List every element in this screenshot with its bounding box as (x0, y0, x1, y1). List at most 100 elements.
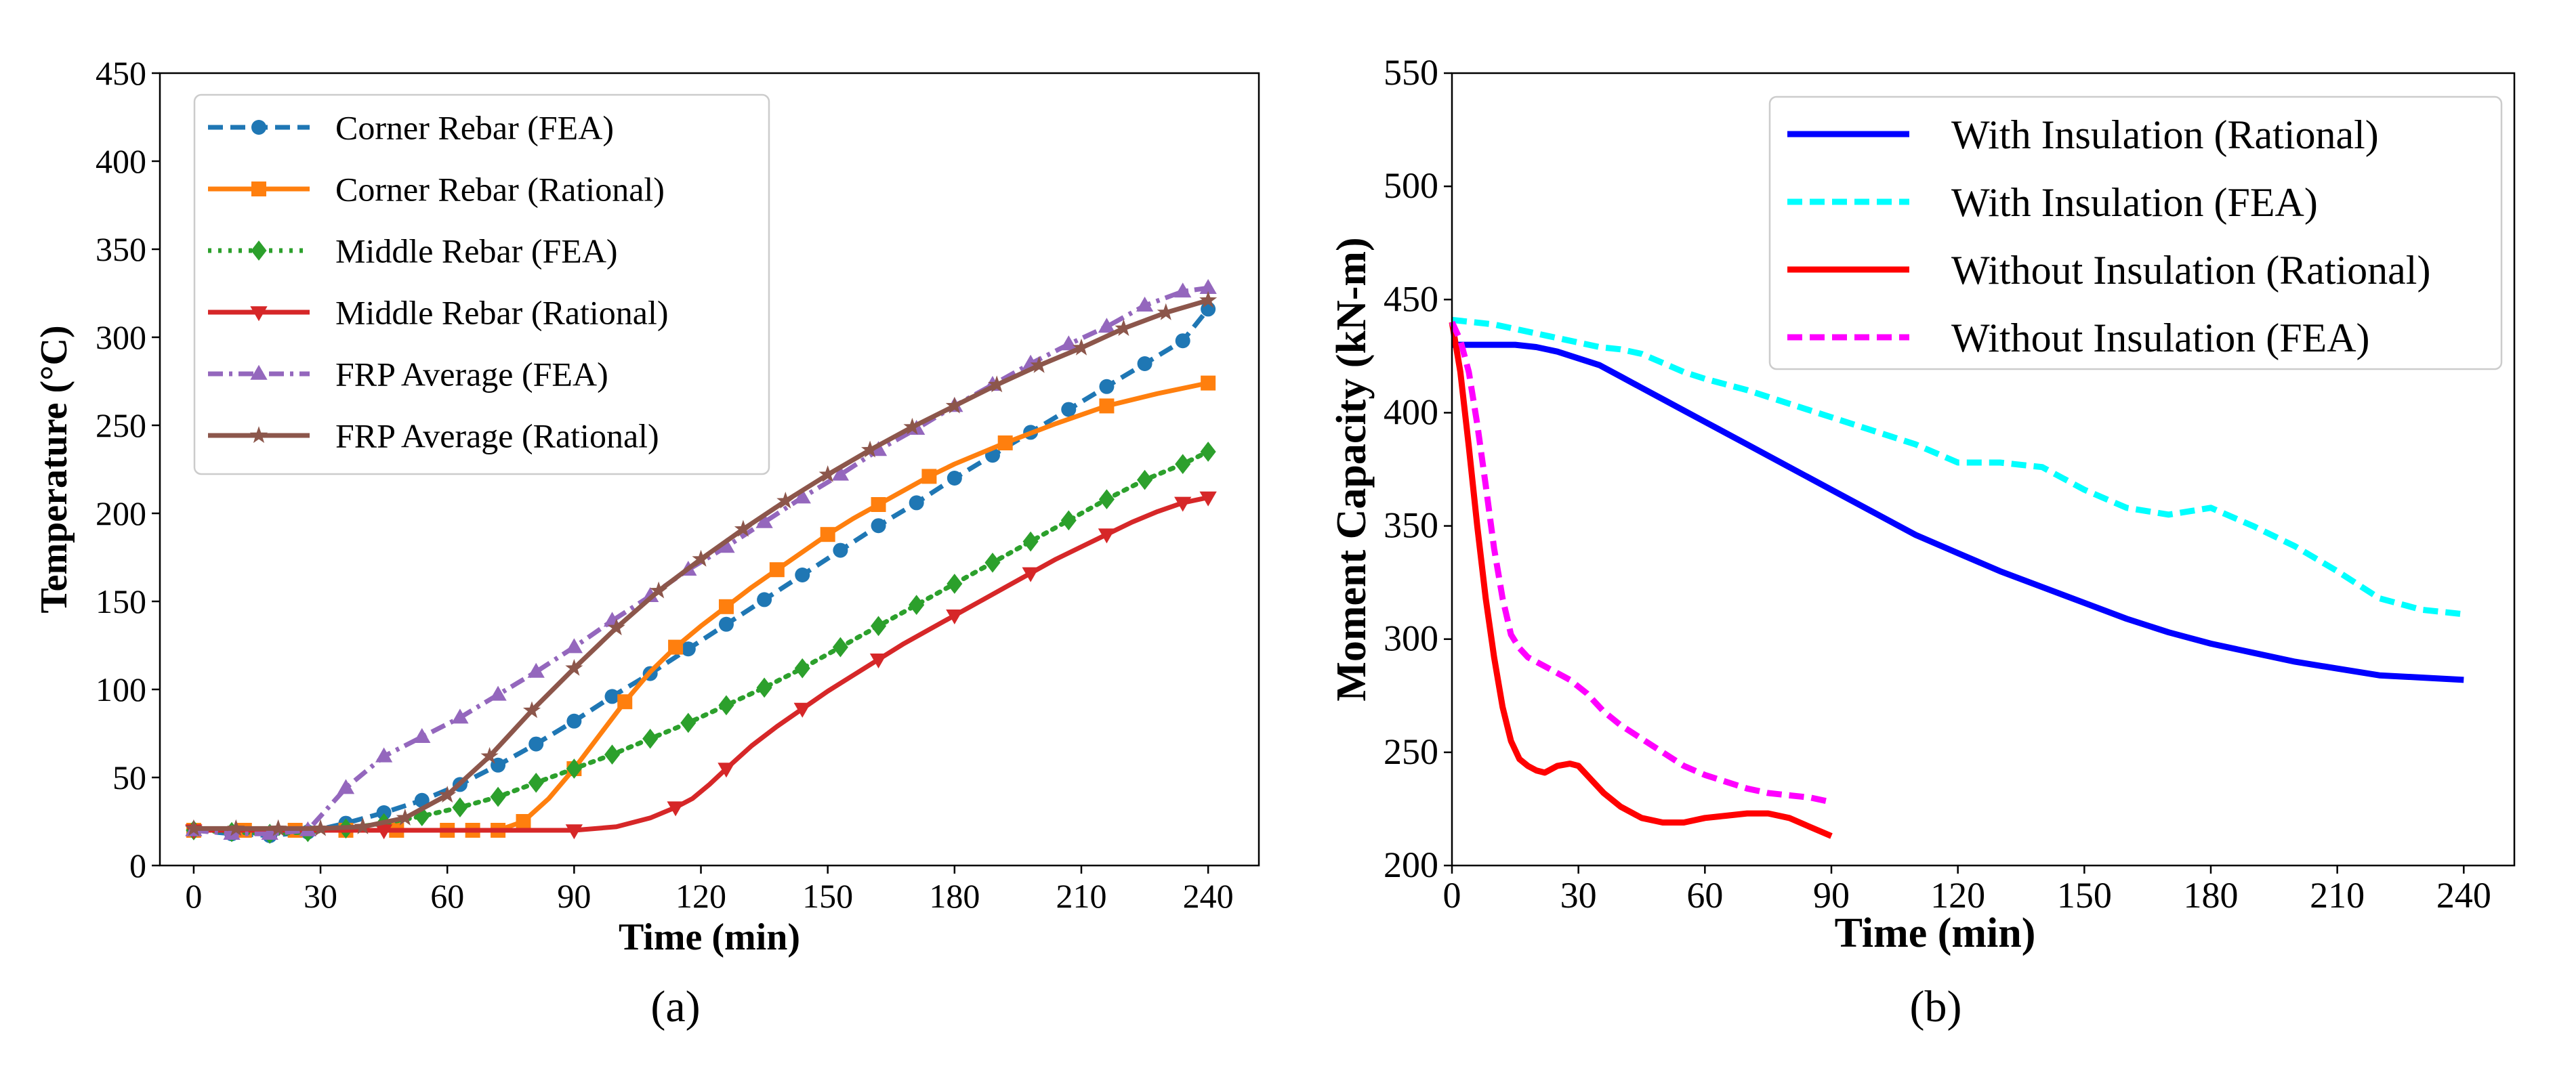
data-point (489, 685, 507, 701)
data-point (269, 819, 287, 836)
data-point (945, 396, 963, 414)
data-point (718, 616, 734, 632)
data-point (680, 712, 697, 733)
data-point (909, 595, 925, 616)
y-tick-label: 300 (96, 318, 146, 356)
data-point (604, 744, 621, 765)
data-point (997, 435, 1013, 450)
data-point (757, 592, 772, 607)
legend-item: With Insulation (Rational) (1787, 112, 2379, 157)
series-line (1451, 316, 2464, 618)
y-tick-label: 450 (1384, 278, 1438, 319)
data-point (1072, 338, 1091, 356)
data-point (1157, 303, 1175, 320)
data-point (776, 492, 795, 509)
moment-capacity-chart: 0 30 60 90 120 150 180 210 240 200 250 300 350 400 45… (1329, 52, 2516, 1031)
legend-label: FRP Average (Rational) (335, 417, 659, 455)
data-point (793, 702, 811, 718)
data-point (988, 375, 1006, 393)
y-tick-label: 550 (1384, 52, 1438, 93)
data-point (227, 819, 245, 836)
y-axis-label-a: Temperature (°C) (33, 325, 75, 613)
data-point (1061, 402, 1077, 417)
x-tick-label: 150 (2057, 875, 2112, 916)
legend-item: Middle Rebar (FEA) (208, 232, 618, 270)
y-tick-label: 300 (1384, 618, 1438, 659)
data-point (566, 759, 582, 779)
series-1 (1452, 341, 2464, 683)
data-point (375, 824, 393, 840)
series-line (193, 285, 1209, 836)
legend-marker (251, 240, 267, 261)
data-point (871, 518, 886, 534)
y-axis-label-b: Moment Capacity (kN-m) (1329, 237, 1375, 701)
data-point (1098, 528, 1116, 544)
data-point (1098, 489, 1115, 510)
data-point (337, 779, 355, 794)
data-point (375, 747, 393, 763)
x-tick-label: 90 (557, 877, 591, 915)
data-point (1115, 319, 1133, 337)
legend-label: With Insulation (FEA) (1951, 180, 2318, 225)
legend-marker (250, 364, 268, 380)
data-point (1137, 469, 1153, 490)
legend-label: Corner Rebar (FEA) (335, 109, 614, 147)
y-tick-label: 250 (1384, 731, 1438, 772)
data-point (184, 819, 203, 836)
x-tick-label: 0 (185, 877, 202, 915)
data-point (831, 465, 850, 481)
data-point (667, 801, 684, 817)
x-tick-label: 0 (1443, 875, 1461, 916)
x-tick-label: 180 (2184, 875, 2239, 916)
panel-label-a: (a) (650, 982, 700, 1031)
data-point (870, 616, 887, 637)
axes-frame-b (1451, 72, 2516, 867)
panel-label-b: (b) (1910, 982, 1962, 1031)
series-6 (184, 291, 1218, 836)
data-point (451, 708, 469, 724)
data-point (566, 713, 582, 729)
x-axis-label-a: Time (min) (619, 916, 800, 958)
x-tick-label: 120 (676, 877, 726, 915)
legend-item: Without Insulation (FEA) (1787, 316, 2370, 360)
data-point (376, 805, 392, 820)
data-point (984, 552, 1001, 573)
data-point (642, 728, 659, 749)
y-tick-label: 250 (96, 406, 146, 444)
data-point (909, 495, 924, 511)
data-point (565, 638, 583, 654)
series-line (1449, 320, 1832, 805)
series-4 (1449, 320, 1832, 805)
data-point (528, 772, 544, 793)
legend-a: Corner Rebar (FEA) Corner Rebar (Rational… (193, 93, 770, 475)
data-point (1174, 496, 1192, 512)
legend-label: With Insulation (Rational) (1951, 112, 2379, 157)
x-tick-label: 240 (2436, 875, 2491, 916)
data-point (617, 694, 633, 710)
y-tick-label: 0 (129, 847, 146, 884)
data-point (1098, 318, 1116, 333)
x-tick-label: 60 (1686, 875, 1723, 916)
x-tick-label: 120 (1930, 875, 1985, 916)
data-point (734, 519, 752, 537)
data-point (354, 817, 372, 834)
y-tick-label: 500 (1384, 165, 1438, 206)
legend-label: Without Insulation (FEA) (1951, 316, 2370, 360)
axes-frame-a (159, 72, 1260, 867)
legend-label: Middle Rebar (FEA) (335, 232, 618, 270)
data-point (947, 471, 962, 486)
series-3 (1449, 321, 1833, 839)
x-axis-label-b: Time (min) (1835, 910, 2036, 956)
data-point (565, 659, 583, 676)
data-point (769, 562, 785, 578)
series-line (193, 495, 1209, 833)
temperature-chart: 0 30 60 90 120 150 180 210 240 0 50 100 150 200 250 30… (33, 54, 1260, 1031)
series-line (1449, 321, 1833, 839)
series-line (193, 307, 1210, 838)
series-2 (1451, 316, 2464, 618)
data-point (414, 792, 430, 808)
data-point (718, 538, 735, 553)
data-point (1099, 379, 1115, 394)
data-point (668, 639, 684, 655)
y-tick-label: 50 (112, 759, 146, 796)
